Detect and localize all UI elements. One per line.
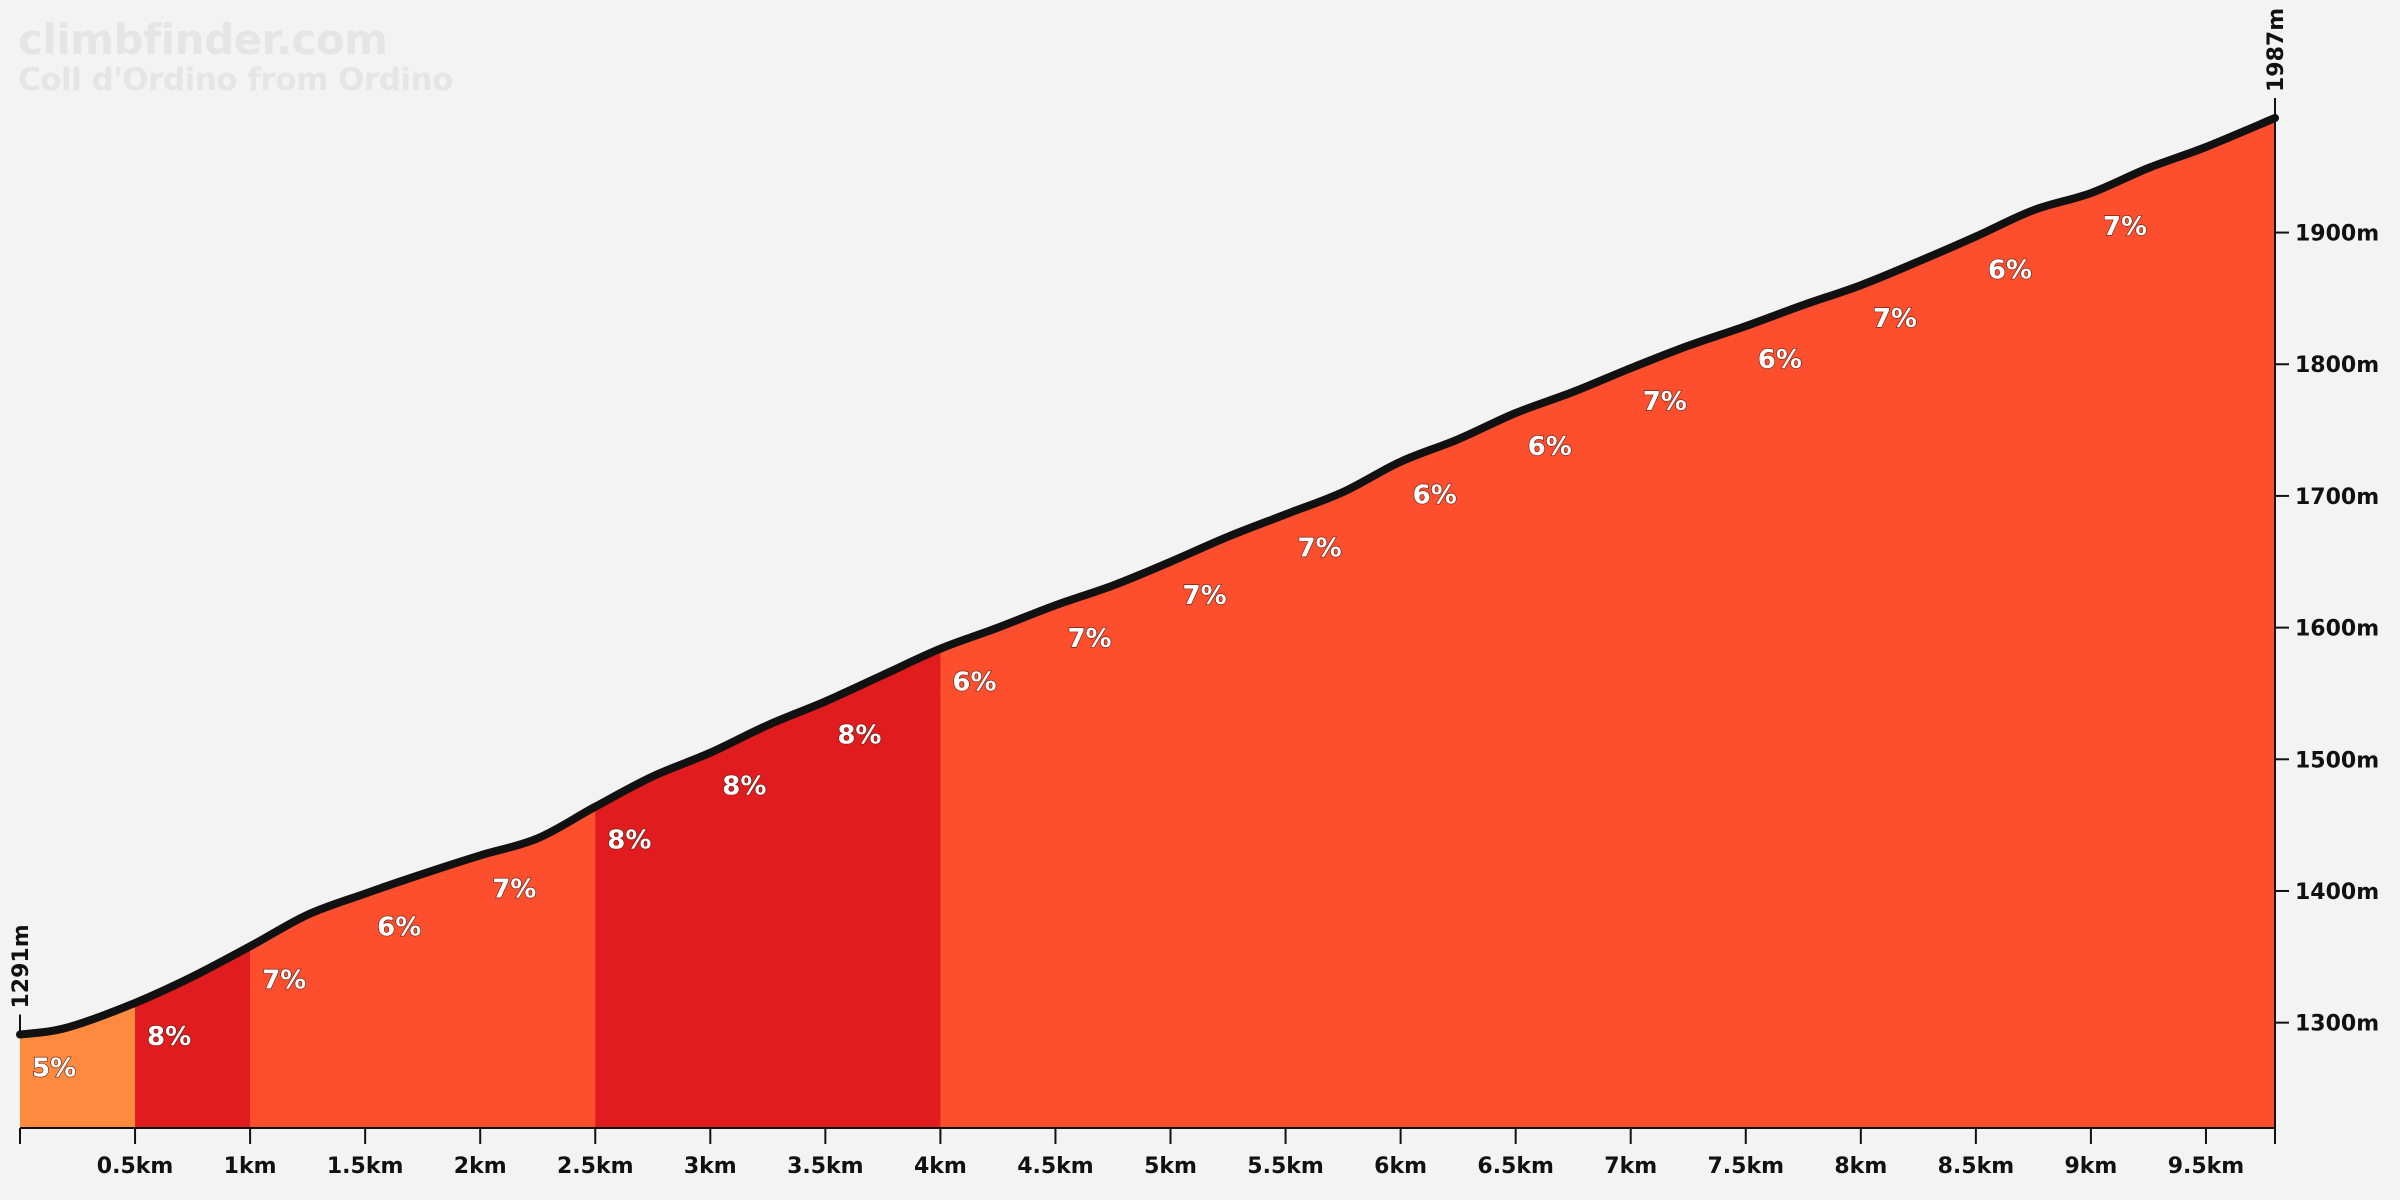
- gradient-segment: [20, 118, 136, 1128]
- elevation-line: [16, 114, 2279, 1039]
- grade-label: 5%: [32, 1054, 76, 1084]
- x-tick-label: 2.5km: [557, 1154, 634, 1179]
- gradient-segment: [595, 118, 711, 1128]
- gradient-segment: [1170, 118, 1287, 1128]
- start-elevation-label: 1291m: [9, 924, 34, 1008]
- x-tick-label: 0.5km: [97, 1154, 174, 1179]
- x-tick-label: 1.5km: [327, 1154, 404, 1179]
- grade-label: 7%: [1183, 581, 1227, 611]
- x-tick-label: 9km: [2064, 1154, 2117, 1179]
- y-tick-label: 1500m: [2295, 748, 2379, 773]
- grade-label: 7%: [1067, 624, 1111, 654]
- gradient-segment: [1745, 118, 1862, 1128]
- x-tick-label: 8.5km: [1938, 1154, 2015, 1179]
- grade-label: 7%: [1873, 304, 1917, 334]
- grade-label: 6%: [1528, 432, 1572, 462]
- grade-label: 7%: [2103, 212, 2147, 242]
- grade-label: 8%: [837, 720, 881, 750]
- gradient-segment: [1400, 118, 1517, 1128]
- grade-label: 8%: [722, 772, 766, 802]
- gradient-segment: [2090, 118, 2275, 1128]
- y-tick-label: 1800m: [2295, 353, 2379, 378]
- gradient-segment: [1515, 118, 1632, 1128]
- x-tick-label: 9.5km: [2168, 1154, 2245, 1179]
- grade-label: 6%: [1758, 345, 1802, 375]
- grade-label: 7%: [262, 965, 306, 995]
- grade-label: 6%: [952, 668, 996, 698]
- x-tick-label: 3.5km: [787, 1154, 864, 1179]
- x-tick-label: 8km: [1834, 1154, 1887, 1179]
- grade-label: 7%: [1643, 387, 1687, 417]
- y-tick-label: 1400m: [2295, 880, 2379, 905]
- climb-title: Coll d'Ordino from Ordino: [18, 62, 453, 99]
- y-tick-label: 1900m: [2295, 222, 2379, 247]
- x-tick-label: 2km: [454, 1154, 507, 1179]
- grade-label: 6%: [1988, 256, 2032, 286]
- gradient-segment: [1055, 118, 1172, 1128]
- x-tick-label: 6.5km: [1477, 1154, 1554, 1179]
- grade-label: 6%: [1413, 481, 1457, 511]
- grade-label: 7%: [492, 874, 536, 904]
- x-tick-label: 6km: [1374, 1154, 1427, 1179]
- gradient-segment: [1860, 118, 1977, 1128]
- axes: 0.5km 1km 1.5km 2km 2.5km 3km 3.5km 4km 4.5km 5km…: [9, 8, 2379, 1179]
- x-tick-label: 4.5km: [1017, 1154, 1094, 1179]
- x-tick-label: 4km: [914, 1154, 967, 1179]
- x-tick-label: 5km: [1144, 1154, 1197, 1179]
- y-tick-label: 1300m: [2295, 1012, 2379, 1037]
- grade-label: 8%: [147, 1022, 191, 1052]
- x-tick-label: 7km: [1604, 1154, 1657, 1179]
- gradient-segment: [710, 118, 826, 1128]
- grade-label: 7%: [1298, 533, 1342, 563]
- x-tick-label: 5.5km: [1247, 1154, 1324, 1179]
- gradient-segment: [1630, 118, 1747, 1128]
- y-tick-label: 1700m: [2295, 485, 2379, 510]
- x-tick-label: 7.5km: [1707, 1154, 1784, 1179]
- gradient-segments: [20, 118, 2275, 1128]
- gradient-segment: [365, 118, 481, 1128]
- gradient-segment: [480, 118, 596, 1128]
- gradient-segment: [825, 118, 941, 1128]
- gradient-segment: [940, 118, 1056, 1128]
- end-elevation-label: 1987m: [2264, 8, 2289, 92]
- grade-labels: 5% 8% 7% 6% 7% 8% 8% 8% 6% 7% 7% 7% 6% 6% 7% 6% 7% 6% 7%: [31, 211, 2147, 1084]
- site-name: climbfinder.com: [18, 15, 388, 64]
- grade-label: 8%: [607, 826, 651, 856]
- x-tick-label: 3km: [684, 1154, 737, 1179]
- gradient-segment: [250, 118, 366, 1128]
- x-tick-label: 1km: [224, 1154, 277, 1179]
- y-tick-label: 1600m: [2295, 617, 2379, 642]
- gradient-segment: [1975, 118, 2092, 1128]
- grade-label: 6%: [377, 913, 421, 943]
- gradient-segment: [1285, 118, 1402, 1128]
- brand-watermark: climbfinder.com Coll d'Ordino from Ordin…: [18, 15, 453, 99]
